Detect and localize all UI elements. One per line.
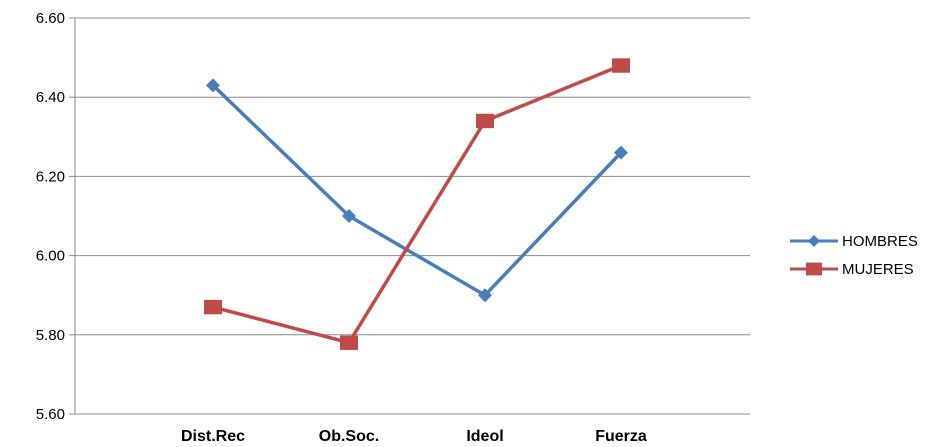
x-tick-label: Dist.Rec <box>181 428 245 445</box>
x-tick-label: Ideol <box>466 428 503 445</box>
diamond-marker <box>206 78 220 93</box>
legend: HOMBRES MUJERES <box>790 233 918 278</box>
y-tick-label: 6.40 <box>36 89 65 106</box>
series-lines <box>204 58 630 350</box>
square-marker <box>806 262 822 276</box>
y-tick-label: 5.60 <box>36 406 65 423</box>
x-tick-label: Fuerza <box>595 428 647 445</box>
y-axis-ticks: 5.60 5.80 6.00 6.20 6.40 6.60 <box>36 10 75 423</box>
x-axis: Dist.Rec Ob.Soc. Ideol Fuerza <box>74 18 647 445</box>
series-hombres <box>206 78 628 303</box>
y-tick-label: 5.80 <box>36 327 65 344</box>
y-tick-label: 6.00 <box>36 248 65 265</box>
y-tick-label: 6.20 <box>36 168 65 185</box>
diamond-marker <box>342 209 356 223</box>
square-marker <box>476 113 494 129</box>
x-tick-label: Ob.Soc. <box>319 428 379 445</box>
legend-item: MUJERES <box>790 261 914 278</box>
diamond-marker <box>614 145 628 160</box>
series-mujeres <box>204 58 630 350</box>
diamond-marker <box>478 288 492 303</box>
series-line <box>212 63 622 345</box>
square-marker <box>340 335 358 350</box>
square-marker <box>204 299 222 315</box>
legend-label: MUJERES <box>842 261 914 278</box>
diamond-marker <box>808 235 820 247</box>
gridlines <box>75 17 750 415</box>
y-tick-label: 6.60 <box>36 10 65 27</box>
series-line <box>211 84 623 297</box>
square-marker <box>612 58 630 73</box>
legend-item: HOMBRES <box>790 233 918 250</box>
legend-label: HOMBRES <box>842 233 918 250</box>
